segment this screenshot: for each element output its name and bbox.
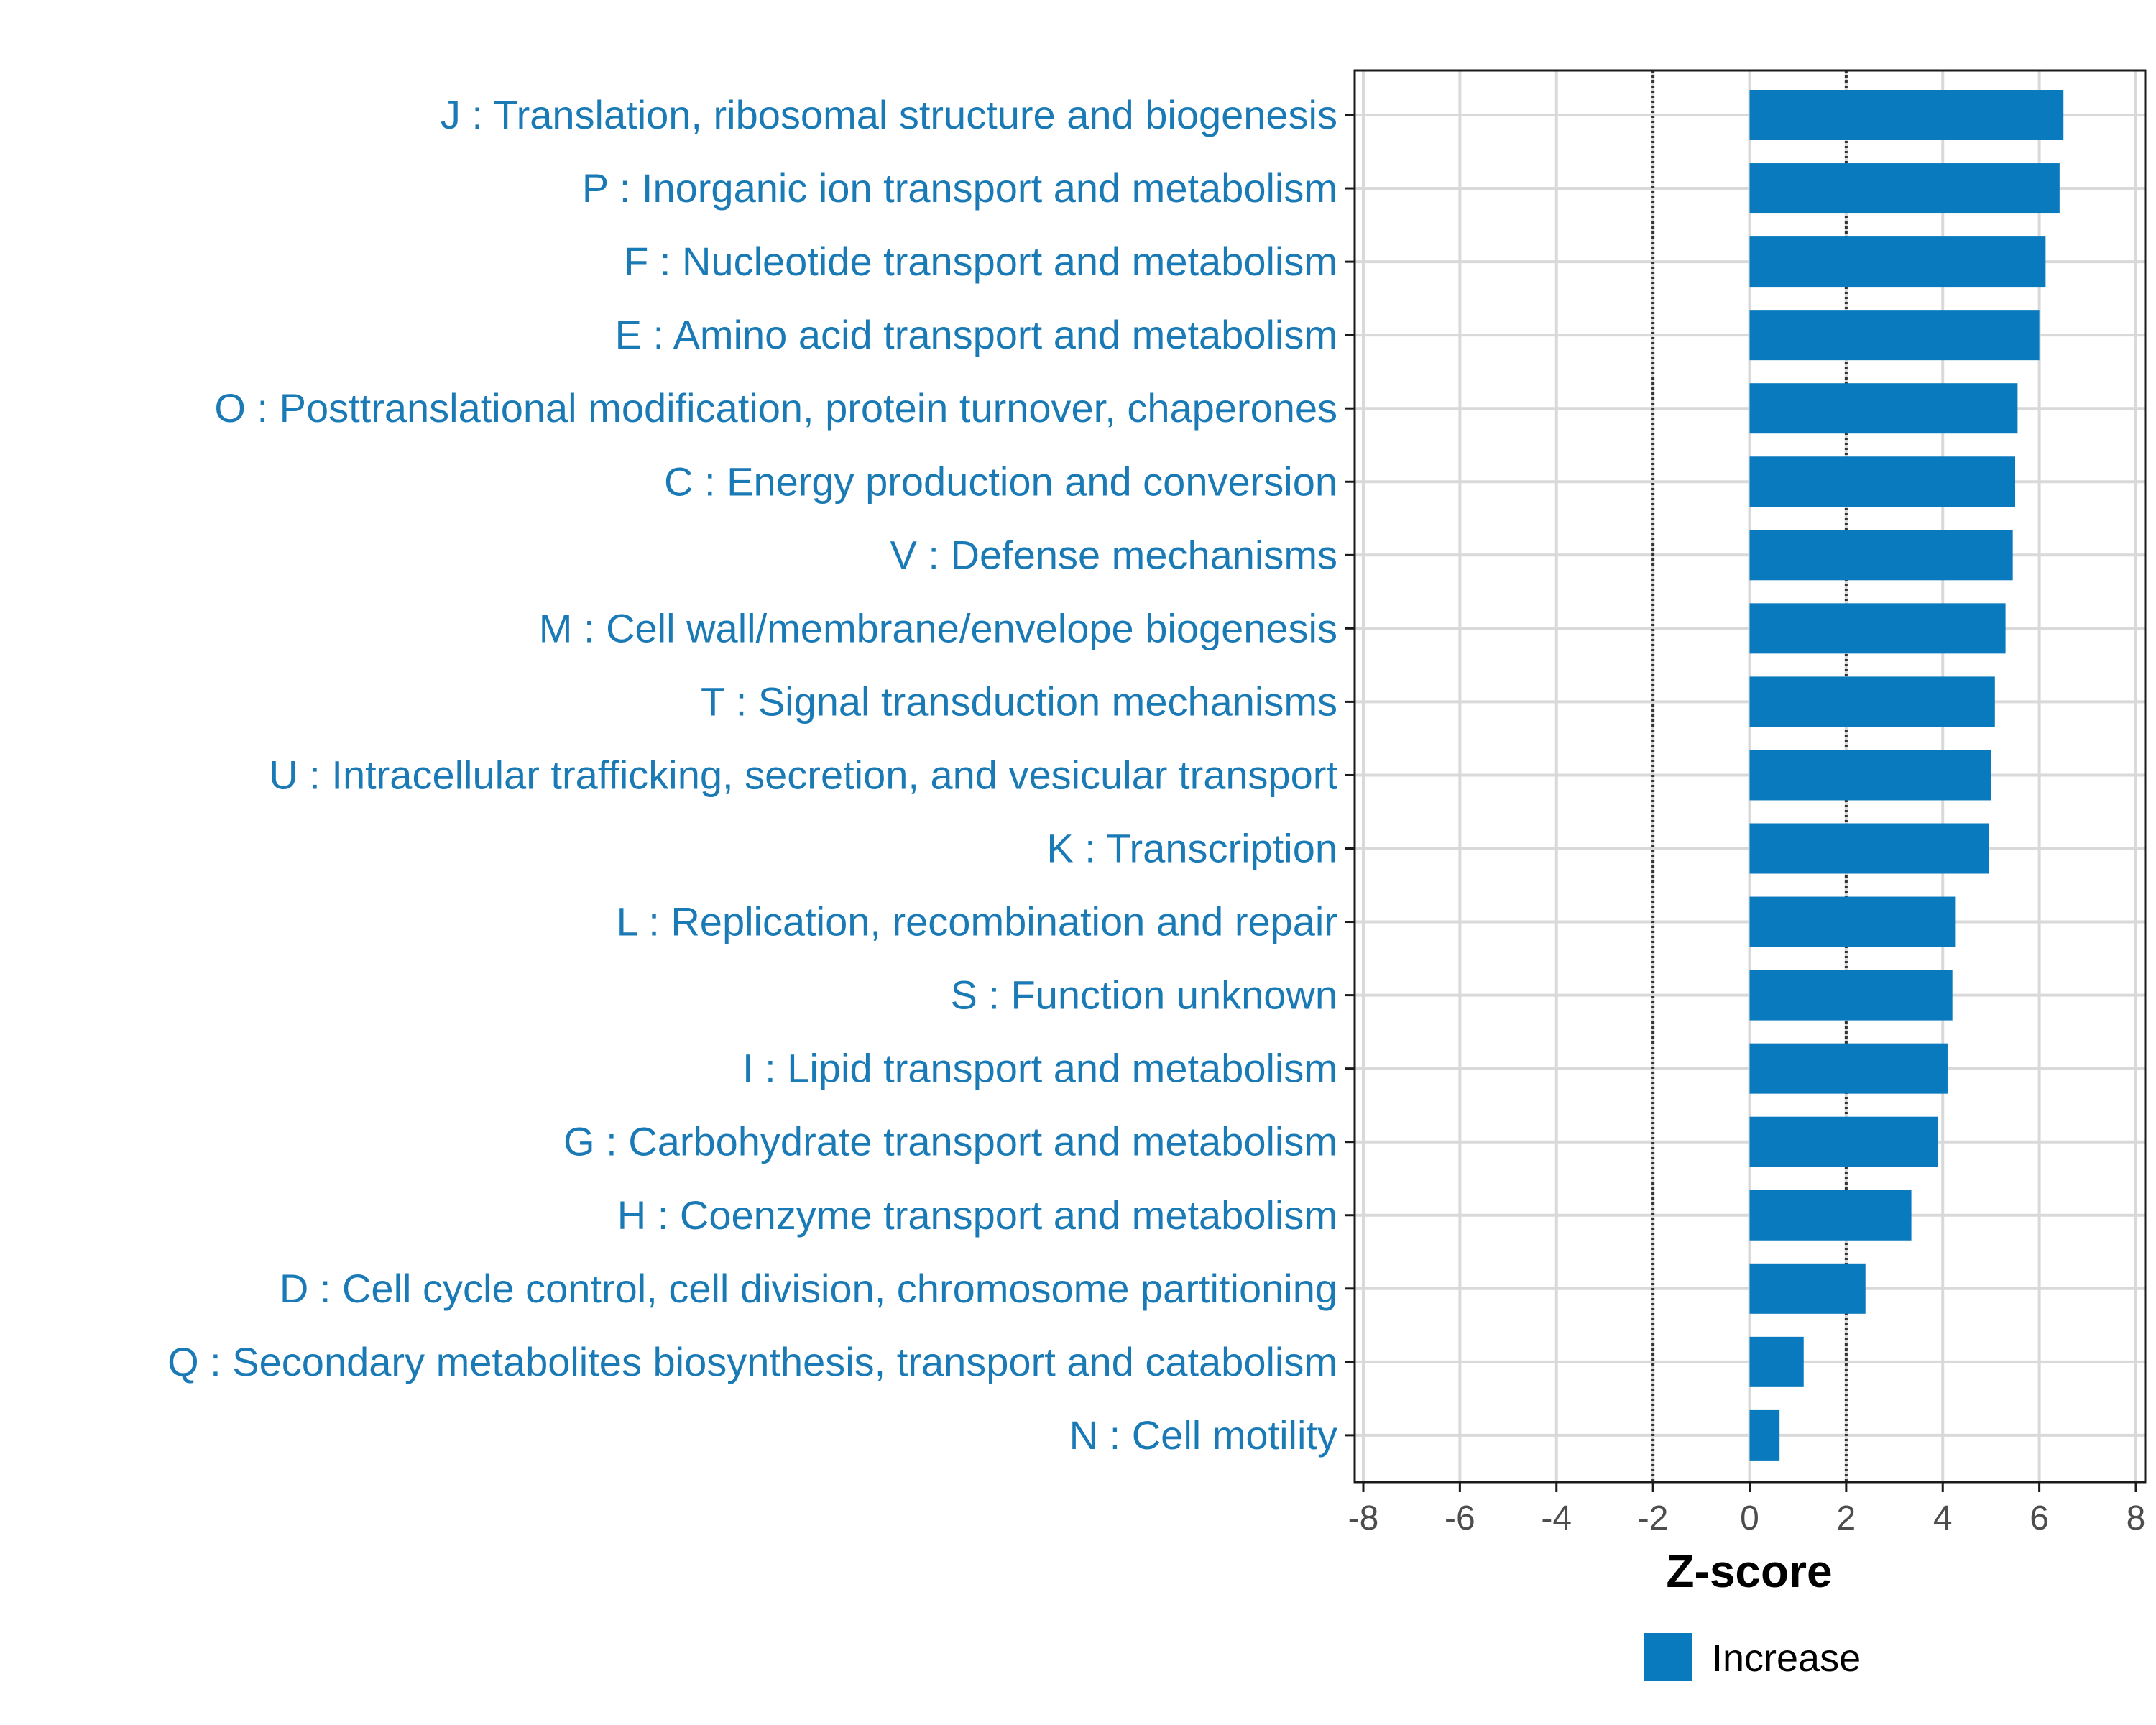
- bar-12: [1749, 970, 1953, 1021]
- bar-1: [1749, 163, 2060, 214]
- category-label-0: J : Translation, ribosomal structure and…: [441, 92, 1337, 137]
- x-tick-label-2: -4: [1541, 1499, 1572, 1537]
- bar-14: [1749, 1116, 1938, 1167]
- bar-17: [1749, 1336, 1804, 1387]
- legend-swatch-increase: [1644, 1633, 1692, 1681]
- x-tick-label-3: -2: [1638, 1499, 1669, 1537]
- category-label-9: U : Intracellular trafficking, secretion…: [269, 752, 1337, 797]
- legend: Increase: [1644, 1633, 1861, 1681]
- category-label-10: K : Transcription: [1046, 826, 1337, 871]
- bar-9: [1749, 750, 1991, 801]
- bar-3: [1749, 310, 2040, 361]
- category-label-4: O : Posttranslational modification, prot…: [214, 385, 1337, 431]
- bar-15: [1749, 1190, 1912, 1241]
- category-label-11: L : Replication, recombination and repai…: [617, 899, 1337, 944]
- bar-8: [1749, 676, 1995, 727]
- x-tick-label-6: 4: [1933, 1499, 1953, 1537]
- category-label-16: D : Cell cycle control, cell division, c…: [280, 1266, 1337, 1311]
- category-label-15: H : Coenzyme transport and metabolism: [617, 1192, 1337, 1238]
- category-label-17: Q : Secondary metabolites biosynthesis, …: [167, 1339, 1337, 1384]
- x-tick-label-0: -8: [1348, 1499, 1379, 1537]
- bar-10: [1749, 823, 1989, 874]
- x-tick-label-4: 0: [1740, 1499, 1759, 1537]
- bar-18: [1749, 1409, 1780, 1460]
- bar-11: [1749, 896, 1956, 947]
- category-label-3: E : Amino acid transport and metabolism: [615, 312, 1337, 357]
- legend-label-increase: Increase: [1712, 1637, 1861, 1680]
- category-label-18: N : Cell motility: [1069, 1412, 1337, 1458]
- category-label-13: I : Lipid transport and metabolism: [742, 1046, 1337, 1091]
- category-label-2: F : Nucleotide transport and metabolism: [624, 239, 1337, 284]
- x-tick-label-7: 6: [2030, 1499, 2049, 1537]
- x-tick-labels: -8 -6 -4 -2 0 2 4 6 8: [1348, 1499, 2146, 1537]
- category-label-6: V : Defense mechanisms: [890, 532, 1337, 577]
- category-label-12: S : Function unknown: [950, 972, 1337, 1018]
- bar-6: [1749, 530, 2013, 581]
- bar-0: [1749, 90, 2064, 140]
- x-axis-ticks: [1362, 1482, 2137, 1492]
- bar-7: [1749, 603, 2006, 654]
- category-label-7: M : Cell wall/membrane/envelope biogenes…: [539, 605, 1337, 650]
- x-tick-label-1: -6: [1445, 1499, 1475, 1537]
- bar-2: [1749, 236, 2046, 288]
- bars: [1749, 90, 2064, 1460]
- bar-16: [1749, 1263, 1866, 1314]
- bar-5: [1749, 456, 2016, 507]
- category-label-14: G : Carbohydrate transport and metabolis…: [563, 1119, 1337, 1164]
- x-tick-label-8: 8: [2127, 1499, 2146, 1537]
- category-label-8: T : Signal transduction mechanisms: [701, 678, 1337, 724]
- category-labels: J : Translation, ribosomal structure and…: [167, 92, 1337, 1458]
- bar-13: [1749, 1043, 1948, 1094]
- x-tick-label-5: 2: [1837, 1499, 1856, 1537]
- category-label-5: C : Energy production and conversion: [664, 459, 1337, 504]
- x-axis-title: Z-score: [1666, 1545, 1832, 1597]
- y-axis-ticks: [1345, 114, 1355, 1437]
- bar-4: [1749, 383, 2018, 434]
- category-label-1: P : Inorganic ion transport and metaboli…: [582, 165, 1337, 211]
